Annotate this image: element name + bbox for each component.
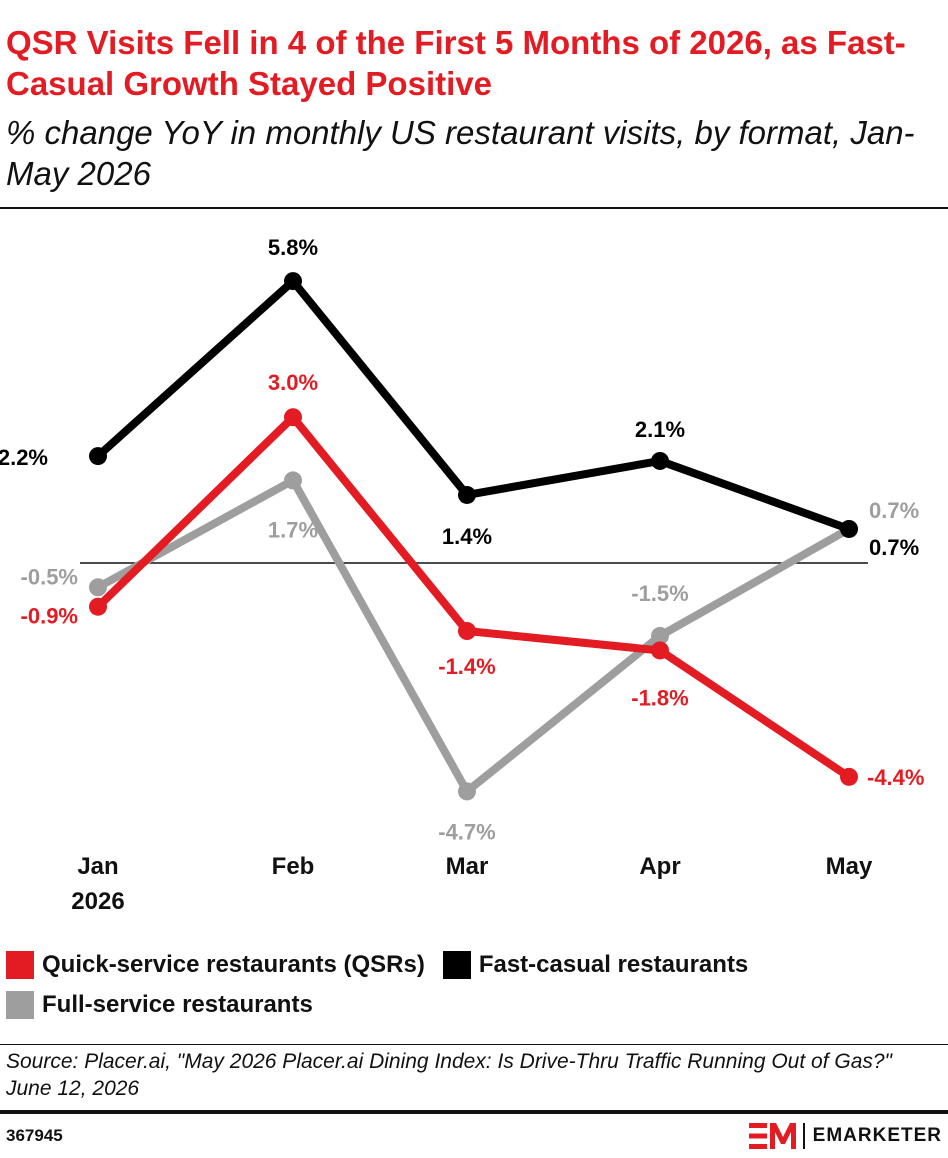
data-point-full-service (284, 471, 302, 490)
data-label-fast-casual: 5.8% (268, 235, 318, 260)
emarketer-logo-icon (748, 1123, 796, 1149)
data-label-qsr: -1.8% (631, 685, 688, 710)
chart-legend: Quick-service restaurants (QSRs) Fast-ca… (6, 945, 936, 1025)
chart-title: QSR Visits Fell in 4 of the First 5 Mont… (6, 24, 906, 102)
line-chart: Jan 2026 Feb Mar Apr May 2.2% 5.8% 1.4% 2.1% 0.7% -… (0, 235, 924, 915)
data-label-qsr: -0.9% (21, 604, 78, 629)
x-tick-label: Mar (446, 853, 489, 880)
x-tick-label: Jan (77, 853, 118, 880)
x-tick-label: May (826, 853, 873, 880)
brand-separator (802, 1123, 805, 1149)
data-point-full-service (89, 578, 107, 597)
data-label-fast-casual: 1.4% (442, 524, 492, 549)
data-label-fast-casual: 2.2% (0, 445, 48, 470)
source-divider (0, 1044, 948, 1045)
x-tick-label: 2026 (71, 888, 124, 915)
legend-label-full-service: Full-service restaurants (42, 991, 313, 1018)
legend-item-fast-casual: Fast-casual restaurants (442, 951, 749, 979)
legend-item-qsr: Quick-service restaurants (QSRs) (6, 951, 425, 979)
data-label-full-service: -0.5% (21, 564, 78, 589)
data-label-qsr: -1.4% (438, 654, 495, 679)
data-point-fast-casual (840, 519, 858, 538)
chart-id: 367945 (6, 1126, 63, 1145)
header-divider (0, 207, 948, 209)
footer-divider (0, 1110, 948, 1114)
x-tick-label: Apr (639, 853, 680, 880)
data-point-fast-casual (651, 451, 669, 470)
legend-swatch-full-service (6, 991, 34, 1019)
legend-swatch-fast-casual (442, 951, 471, 979)
data-label-qsr: 3.0% (268, 370, 318, 395)
data-point-qsr (284, 408, 302, 427)
x-tick-label: Feb (272, 853, 315, 880)
data-label-full-service: 0.7% (869, 498, 919, 523)
data-label-qsr: -4.4% (867, 765, 924, 790)
chart-subtitle: % change YoY in monthly US restaurant vi… (6, 114, 915, 192)
data-point-full-service (651, 626, 669, 645)
data-point-full-service (458, 782, 476, 801)
data-point-fast-casual (458, 485, 476, 504)
data-label-full-service: -1.5% (631, 581, 688, 606)
legend-label-fast-casual: Fast-casual restaurants (478, 951, 749, 978)
legend-swatch-qsr (6, 951, 34, 979)
data-point-qsr (651, 641, 669, 660)
data-label-full-service: -4.7% (438, 819, 495, 844)
source-note: Source: Placer.ai, "May 2026 Placer.ai D… (6, 1050, 893, 1100)
brand-name: EMARKETER (812, 1125, 942, 1146)
legend-label-qsr: Quick-service restaurants (QSRs) (42, 951, 425, 978)
data-label-fast-casual: 2.1% (635, 417, 685, 442)
brand-block: EMARKETER (748, 1121, 942, 1151)
data-label-full-service: 1.7% (268, 517, 318, 542)
data-point-qsr (89, 597, 107, 616)
data-label-fast-casual: 0.7% (869, 535, 919, 560)
data-point-fast-casual (89, 447, 107, 466)
data-point-qsr (458, 622, 476, 641)
legend-item-full-service: Full-service restaurants (6, 991, 313, 1019)
data-point-fast-casual (284, 272, 302, 291)
data-point-qsr (840, 767, 858, 786)
